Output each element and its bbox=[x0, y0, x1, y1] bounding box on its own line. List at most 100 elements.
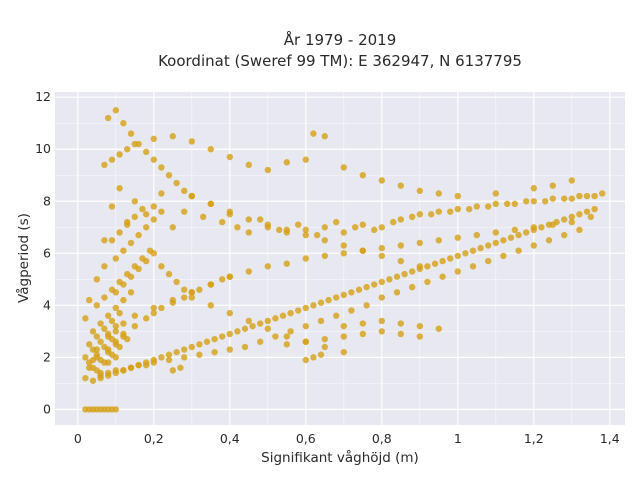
data-point bbox=[105, 114, 112, 122]
data-point bbox=[428, 211, 435, 218]
data-point bbox=[116, 229, 123, 236]
data-point bbox=[93, 333, 101, 340]
data-point bbox=[150, 203, 157, 210]
data-point bbox=[158, 164, 165, 171]
data-point bbox=[321, 237, 328, 244]
data-point bbox=[241, 343, 249, 351]
data-point bbox=[139, 255, 146, 262]
data-point bbox=[435, 190, 442, 197]
data-point bbox=[211, 348, 218, 356]
data-point bbox=[143, 211, 150, 218]
data-point bbox=[302, 156, 309, 163]
data-point bbox=[188, 192, 195, 200]
data-point bbox=[105, 372, 112, 379]
data-point bbox=[279, 312, 287, 319]
data-point bbox=[112, 328, 120, 335]
data-point bbox=[397, 216, 404, 223]
data-point bbox=[257, 320, 264, 327]
data-point bbox=[169, 133, 176, 140]
data-point bbox=[397, 242, 404, 249]
data-point bbox=[359, 330, 366, 338]
data-point bbox=[325, 296, 332, 304]
data-point bbox=[116, 185, 123, 192]
data-point bbox=[97, 374, 104, 382]
data-point bbox=[295, 307, 302, 314]
data-point bbox=[105, 312, 112, 319]
data-point bbox=[93, 302, 101, 309]
data-point bbox=[101, 343, 108, 351]
data-point bbox=[89, 346, 97, 353]
data-point bbox=[302, 356, 309, 364]
data-point bbox=[234, 224, 241, 231]
data-point bbox=[108, 317, 116, 325]
data-point bbox=[287, 328, 294, 335]
data-point bbox=[207, 302, 214, 309]
x-tick-label: 1 bbox=[454, 431, 462, 446]
data-point bbox=[454, 268, 461, 275]
data-points bbox=[82, 107, 606, 413]
data-point bbox=[219, 218, 226, 226]
data-point bbox=[196, 341, 203, 348]
data-point bbox=[409, 283, 416, 291]
data-point bbox=[116, 278, 123, 286]
data-point bbox=[165, 270, 173, 278]
data-point bbox=[158, 190, 165, 197]
data-point bbox=[340, 333, 347, 340]
data-point bbox=[181, 346, 188, 353]
data-point bbox=[492, 190, 499, 197]
data-point bbox=[348, 307, 355, 314]
y-tick-label: 8 bbox=[43, 193, 51, 208]
data-point bbox=[340, 348, 347, 356]
data-point bbox=[226, 153, 233, 161]
data-point bbox=[317, 299, 325, 306]
data-point bbox=[120, 120, 127, 127]
data-point bbox=[473, 203, 480, 210]
data-point bbox=[355, 286, 363, 293]
data-point bbox=[116, 151, 123, 158]
data-point bbox=[264, 221, 271, 228]
data-point bbox=[143, 359, 150, 366]
data-point bbox=[89, 377, 97, 384]
data-point bbox=[409, 213, 416, 221]
data-point bbox=[245, 268, 252, 275]
data-point bbox=[101, 161, 108, 169]
data-point bbox=[416, 187, 423, 195]
data-point bbox=[143, 148, 150, 156]
data-point bbox=[568, 213, 575, 221]
data-point bbox=[150, 304, 157, 312]
data-point bbox=[82, 315, 89, 322]
data-point bbox=[302, 255, 309, 262]
data-point bbox=[169, 367, 176, 374]
data-point bbox=[333, 312, 340, 319]
data-point bbox=[477, 244, 484, 252]
data-point bbox=[340, 164, 347, 171]
data-point bbox=[302, 304, 309, 312]
data-point bbox=[538, 224, 545, 231]
data-point bbox=[416, 322, 423, 330]
data-point bbox=[120, 296, 127, 304]
x-tick-label: 0 bbox=[74, 431, 82, 446]
data-point bbox=[424, 263, 431, 270]
data-point bbox=[333, 218, 340, 226]
data-point bbox=[283, 333, 290, 340]
data-point bbox=[150, 356, 157, 364]
data-point bbox=[561, 231, 568, 239]
data-point bbox=[188, 289, 195, 296]
data-point bbox=[245, 216, 252, 223]
data-point bbox=[511, 226, 518, 234]
data-point bbox=[359, 247, 366, 254]
data-point bbox=[108, 237, 116, 244]
data-point bbox=[549, 182, 556, 189]
data-point bbox=[530, 185, 537, 192]
data-point bbox=[158, 263, 165, 270]
data-point bbox=[146, 247, 154, 254]
data-point bbox=[82, 354, 89, 361]
data-point bbox=[317, 351, 325, 358]
data-point bbox=[143, 224, 150, 231]
data-point bbox=[219, 276, 226, 283]
data-point bbox=[340, 250, 347, 257]
data-point bbox=[378, 224, 385, 231]
x-tick-label: 1,2 bbox=[524, 431, 544, 446]
data-point bbox=[371, 226, 378, 234]
